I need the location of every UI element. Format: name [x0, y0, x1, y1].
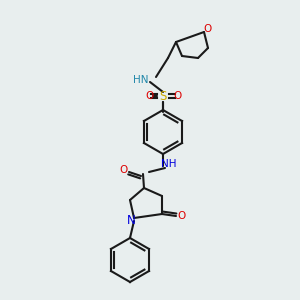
- Text: O: O: [204, 24, 212, 34]
- Text: HN: HN: [133, 75, 148, 85]
- Text: N: N: [127, 214, 135, 226]
- Text: O: O: [120, 165, 128, 175]
- Text: NH: NH: [161, 159, 177, 169]
- Text: O: O: [173, 91, 181, 101]
- Text: S: S: [159, 89, 167, 103]
- Text: O: O: [177, 211, 185, 221]
- Text: O: O: [145, 91, 153, 101]
